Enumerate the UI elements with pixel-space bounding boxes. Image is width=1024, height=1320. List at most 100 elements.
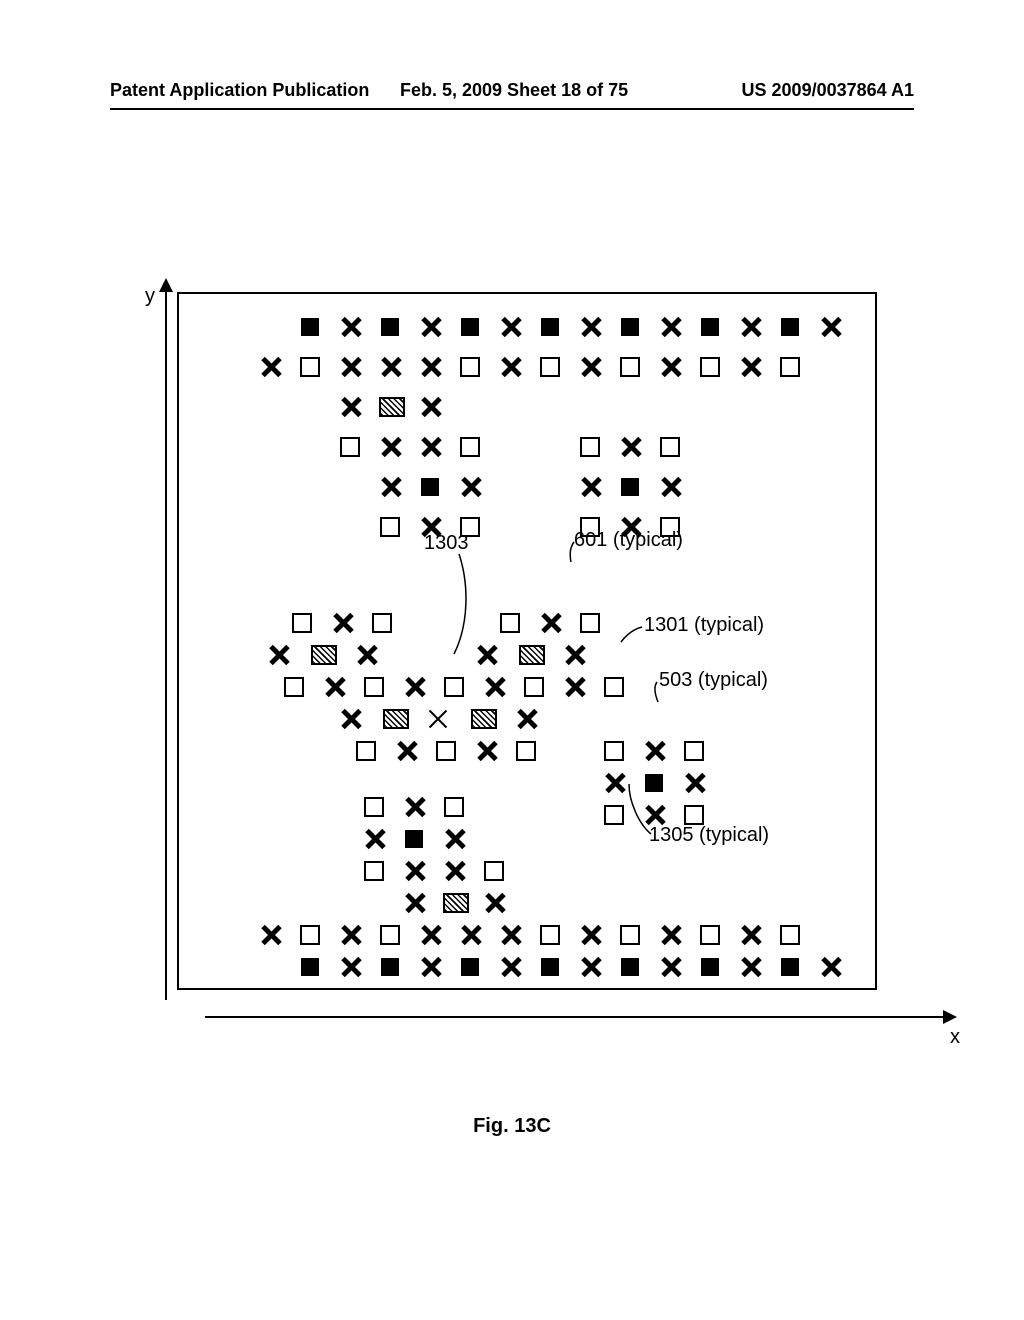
grid-cell xyxy=(563,644,585,666)
empty-sq-symbol xyxy=(700,357,720,377)
graph-frame: 1303601 (typical)1301 (typical)503 (typi… xyxy=(177,292,877,990)
grid-cell xyxy=(339,356,361,378)
x-axis xyxy=(205,1016,945,1018)
grid-cell xyxy=(459,316,481,338)
grid-cell xyxy=(483,860,505,882)
grid-cell xyxy=(459,956,481,978)
filled-sq-symbol xyxy=(381,958,399,976)
grid-cell xyxy=(739,356,761,378)
empty-sq-symbol xyxy=(484,861,504,881)
grid-cell xyxy=(471,708,493,730)
filled-sq-symbol xyxy=(621,958,639,976)
grid-cell xyxy=(619,436,641,458)
grid-cell xyxy=(355,740,377,762)
hatched-sq-symbol xyxy=(379,397,405,417)
grid-cell xyxy=(579,924,601,946)
grid-cell xyxy=(579,316,601,338)
grid-cell xyxy=(659,316,681,338)
empty-sq-symbol xyxy=(524,677,544,697)
empty-sq-symbol xyxy=(372,613,392,633)
grid-cell xyxy=(403,892,425,914)
grid-cell xyxy=(383,708,405,730)
x-mark-symbol xyxy=(659,356,681,378)
grid-cell xyxy=(379,516,401,538)
header-right: US 2009/0037864 A1 xyxy=(742,80,914,101)
grid-cell xyxy=(403,828,425,850)
grid-cell xyxy=(443,860,465,882)
x-mark-symbol xyxy=(331,612,353,634)
grid-cell xyxy=(339,956,361,978)
empty-sq-symbol xyxy=(340,437,360,457)
grid-cell xyxy=(419,316,441,338)
grid-cell xyxy=(659,356,681,378)
grid-cell xyxy=(459,436,481,458)
grid-cell xyxy=(475,740,497,762)
grid-cell xyxy=(419,476,441,498)
grid-cell xyxy=(779,956,801,978)
grid-cell xyxy=(299,356,321,378)
empty-sq-symbol xyxy=(620,925,640,945)
x-mark-symbol xyxy=(659,316,681,338)
grid-cell xyxy=(499,316,521,338)
grid-cell xyxy=(443,676,465,698)
grid-cell xyxy=(379,924,401,946)
x-mark-symbol xyxy=(579,356,601,378)
grid-cell xyxy=(579,612,601,634)
x-mark-symbol xyxy=(459,924,481,946)
x-mark-symbol xyxy=(419,356,441,378)
grid-cell xyxy=(323,676,345,698)
x-mark-symbol xyxy=(499,316,521,338)
x-mark-symbol xyxy=(339,708,361,730)
grid-cell xyxy=(683,804,705,826)
x-mark-symbol xyxy=(683,772,705,794)
callout-label: 1305 (typical) xyxy=(649,824,769,847)
empty-sq-symbol xyxy=(780,925,800,945)
grid-cell xyxy=(379,476,401,498)
filled-sq-symbol xyxy=(781,958,799,976)
grid-cell xyxy=(379,956,401,978)
grid-cell xyxy=(619,316,641,338)
grid-cell xyxy=(299,956,321,978)
grid-cell xyxy=(603,740,625,762)
filled-sq-symbol xyxy=(301,318,319,336)
grid-cell xyxy=(419,956,441,978)
empty-sq-symbol xyxy=(364,861,384,881)
x-mark-symbol xyxy=(419,956,441,978)
x-mark-symbol xyxy=(419,436,441,458)
x-mark-symbol xyxy=(459,476,481,498)
grid-cell xyxy=(403,796,425,818)
grid-cell xyxy=(339,924,361,946)
empty-sq-symbol xyxy=(364,677,384,697)
grid-cell xyxy=(371,612,393,634)
empty-sq-symbol xyxy=(604,677,624,697)
callout-label: 1303 xyxy=(424,532,469,555)
grid-cell xyxy=(619,476,641,498)
callout-label: 601 (typical) xyxy=(574,529,683,552)
grid-cell xyxy=(515,740,537,762)
x-mark-symbol xyxy=(659,924,681,946)
filled-sq-symbol xyxy=(301,958,319,976)
empty-sq-symbol xyxy=(292,613,312,633)
empty-sq-symbol xyxy=(284,677,304,697)
x-mark-symbol xyxy=(739,316,761,338)
hatched-sq-symbol xyxy=(383,709,409,729)
hatched-sq-symbol xyxy=(471,709,497,729)
x-mark-symbol xyxy=(659,476,681,498)
grid-cell xyxy=(403,676,425,698)
grid-cell xyxy=(659,924,681,946)
grid-cell xyxy=(363,860,385,882)
x-mark-symbol xyxy=(403,676,425,698)
empty-sq-symbol xyxy=(444,677,464,697)
x-mark-symbol xyxy=(483,892,505,914)
empty-sq-symbol xyxy=(380,517,400,537)
grid-cell xyxy=(683,740,705,762)
x-mark-symbol xyxy=(819,956,841,978)
grid-cell xyxy=(499,612,521,634)
y-axis xyxy=(165,280,167,1000)
x-mark-symbol xyxy=(323,676,345,698)
grid-cell xyxy=(459,924,481,946)
grid-cell xyxy=(819,316,841,338)
x-mark-symbol xyxy=(563,676,585,698)
empty-sq-symbol xyxy=(604,805,624,825)
x-mark-symbol xyxy=(363,828,385,850)
